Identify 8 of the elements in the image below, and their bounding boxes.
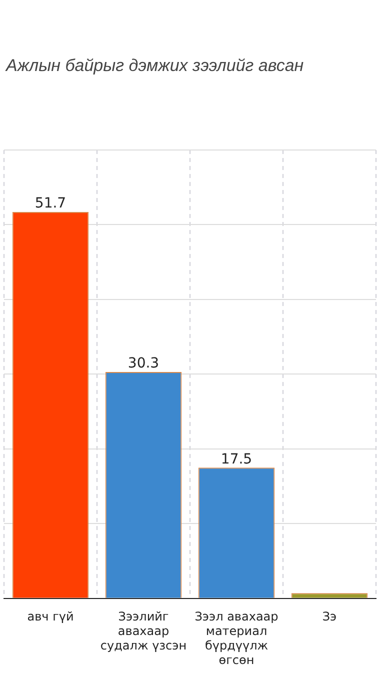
x-tick-label: Зэ bbox=[322, 610, 337, 624]
data-label: 30.3 bbox=[128, 356, 160, 372]
data-label: 51.7 bbox=[34, 196, 66, 212]
x-tick-label: Зээлийг авахаар судалж үзсэн bbox=[100, 610, 187, 653]
data-label: 17.5 bbox=[220, 451, 252, 468]
x-tick-label: Зээл авахаар материал бүрдүүлж өгсөн bbox=[194, 610, 278, 667]
chart-title: Ажлын байрыг дэмжих зээлийг авсан bbox=[6, 56, 304, 76]
x-tick-label: авч гүй bbox=[27, 610, 74, 624]
